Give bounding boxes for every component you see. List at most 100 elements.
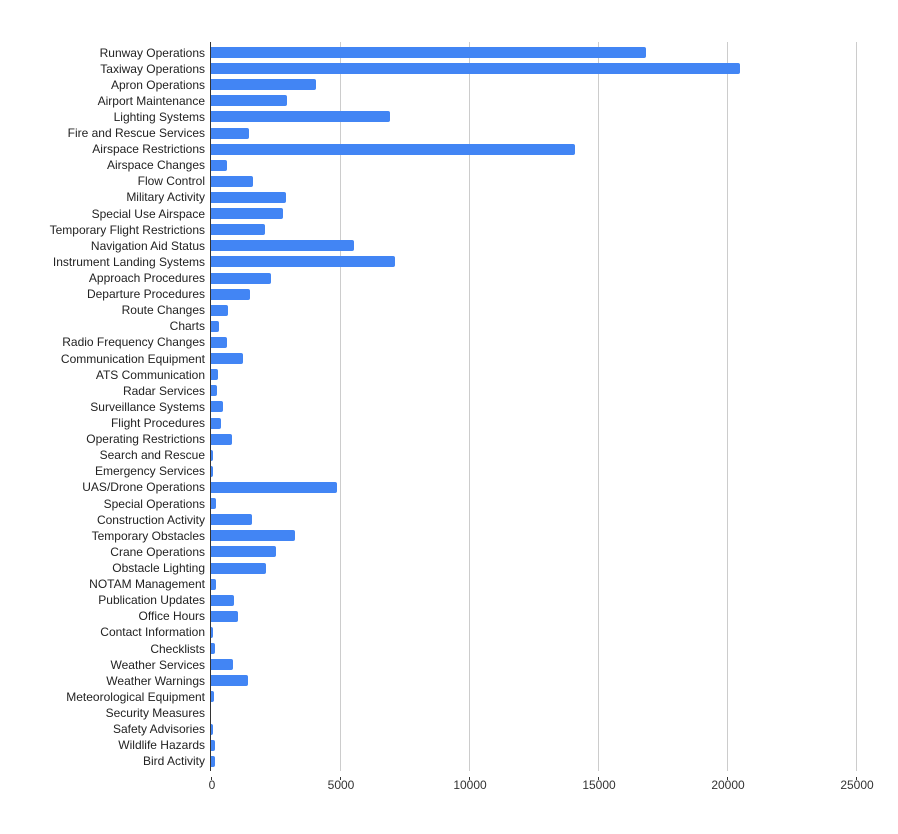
bar (211, 224, 266, 236)
bar (211, 723, 214, 735)
y-axis-line (210, 42, 211, 771)
category-label: Checklists (150, 641, 205, 656)
category-label: Runway Operations (99, 45, 205, 60)
bar (211, 739, 216, 751)
bar (211, 111, 390, 123)
category-label: Temporary Flight Restrictions (49, 222, 205, 237)
x-tick (856, 777, 857, 780)
category-label: Meteorological Equipment (66, 689, 205, 704)
x-tick-label: 20000 (711, 778, 745, 792)
bar (211, 578, 217, 590)
bar (211, 369, 219, 381)
bar (211, 643, 216, 655)
category-label: Military Activity (126, 190, 205, 205)
bar (211, 256, 396, 268)
bar (211, 546, 276, 558)
bar (211, 143, 576, 155)
category-label: Obstacle Lighting (112, 561, 205, 576)
x-tick-label: 25000 (840, 778, 874, 792)
category-label: Temporary Obstacles (91, 528, 205, 543)
bar (211, 95, 288, 107)
bar (211, 304, 229, 316)
x-tick-label: 5000 (327, 778, 355, 792)
category-label: Security Measures (105, 706, 205, 720)
bar (211, 610, 239, 622)
x-tick (469, 777, 470, 780)
bar (211, 498, 217, 510)
category-label: Radar Services (122, 383, 205, 398)
bar (211, 530, 295, 542)
bar (211, 449, 214, 461)
category-label: Radio Frequency Changes (62, 335, 205, 350)
category-label: Weather Warnings (106, 673, 205, 688)
bar (211, 433, 233, 445)
bar (211, 175, 254, 187)
bar (211, 191, 286, 203)
category-label: Office Hours (138, 609, 205, 624)
category-label: Flow Control (137, 174, 205, 189)
bar (211, 514, 253, 526)
bar (211, 401, 224, 413)
category-label: Crane Operations (110, 544, 205, 559)
category-label: Airspace Restrictions (92, 142, 205, 157)
category-label: Publication Updates (98, 593, 205, 608)
bar (211, 288, 251, 300)
category-label: Apron Operations (110, 77, 205, 92)
bar (211, 240, 355, 252)
bar (211, 481, 338, 493)
category-label: Special Operations (103, 496, 205, 511)
category-label: Airport Maintenance (97, 93, 205, 108)
x-tick-label: 0 (208, 778, 216, 792)
category-label: ATS Communication (95, 367, 205, 382)
category-label: Surveillance Systems (90, 399, 205, 414)
bar (211, 47, 646, 58)
x-tick (211, 777, 212, 780)
gridline (598, 42, 599, 771)
bar (211, 336, 228, 348)
bar (211, 594, 235, 606)
category-label: NOTAM Management (89, 577, 205, 592)
category-label: Special Use Airspace (91, 206, 205, 221)
category-label: Approach Procedures (88, 271, 205, 286)
bar (211, 691, 215, 703)
category-label: Weather Services (110, 657, 205, 672)
category-label: Taxiway Operations (100, 61, 205, 76)
x-tick (727, 777, 728, 780)
category-label: Route Changes (121, 303, 205, 318)
category-label: Navigation Aid Status (90, 238, 205, 253)
bar (211, 353, 244, 365)
bar (211, 159, 228, 171)
category-label: UAS/Drone Operations (82, 480, 205, 495)
bar (211, 659, 234, 671)
category-label: Communication Equipment (60, 351, 205, 366)
bar (211, 79, 317, 91)
category-label: Emergency Services (94, 464, 205, 479)
category-label: Flight Procedures (110, 416, 205, 431)
gridline (469, 42, 470, 771)
x-tick-label: 10000 (453, 778, 487, 792)
category-label: Operating Restrictions (86, 432, 205, 447)
bar (211, 208, 284, 220)
bar (211, 385, 218, 397)
category-label: Fire and Rescue Services (67, 126, 205, 141)
gridline (727, 42, 728, 771)
bar (211, 675, 249, 687)
category-label: Search and Rescue (99, 448, 205, 463)
x-tick (340, 777, 341, 780)
bar (211, 63, 740, 75)
x-tick (598, 777, 599, 780)
category-label: Departure Procedures (86, 287, 205, 302)
bar (211, 127, 250, 139)
category-label: Instrument Landing Systems (52, 254, 205, 269)
bar (211, 272, 272, 284)
bar (211, 626, 214, 638)
bar (211, 465, 214, 477)
category-label: Construction Activity (96, 512, 205, 527)
x-tick-label: 15000 (582, 778, 616, 792)
bar (211, 562, 267, 574)
category-label: Safety Advisories (112, 722, 205, 737)
category-label: Bird Activity (142, 754, 205, 769)
category-label: Airspace Changes (106, 158, 205, 173)
category-label: Charts (169, 319, 205, 334)
